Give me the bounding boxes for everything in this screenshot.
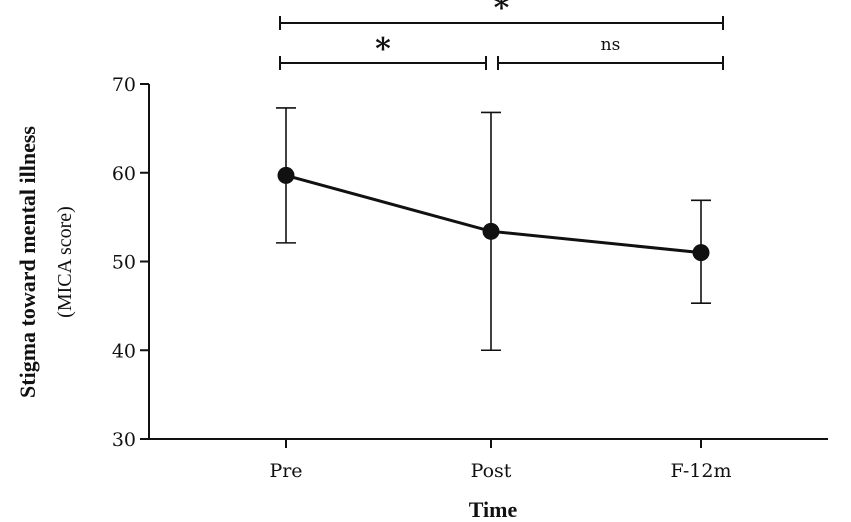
significance-label: * <box>375 32 391 67</box>
y-tick-label: 40 <box>112 340 136 362</box>
significance-label: ns <box>601 35 621 55</box>
y-axis-sublabel: (MICA score) <box>54 206 76 318</box>
significance-annotations: * * ns <box>279 0 724 70</box>
data-point <box>482 222 500 240</box>
significance-bracket: * <box>279 32 487 70</box>
y-tick-label: 70 <box>112 74 136 96</box>
y-tick-label: 30 <box>112 429 136 451</box>
y-tick-label: 60 <box>112 163 136 185</box>
data-point <box>277 166 295 184</box>
series-line <box>285 173 702 255</box>
series <box>277 166 710 262</box>
y-axis-label: Stigma toward mental illness <box>15 126 40 398</box>
x-axis-label: Time <box>469 497 518 522</box>
significance-label: * <box>494 0 510 26</box>
x-tick-label: Pre <box>269 460 302 482</box>
data-point <box>692 244 710 262</box>
significance-bracket: * <box>279 0 724 30</box>
y-axis: 30 40 50 60 70 <box>112 74 150 451</box>
y-tick-label: 50 <box>112 252 136 274</box>
x-tick-label: F-12m <box>671 460 732 482</box>
x-tick-label: Post <box>471 460 512 482</box>
significance-bracket: ns <box>497 35 724 70</box>
x-axis: Pre Post F-12m <box>149 438 828 482</box>
